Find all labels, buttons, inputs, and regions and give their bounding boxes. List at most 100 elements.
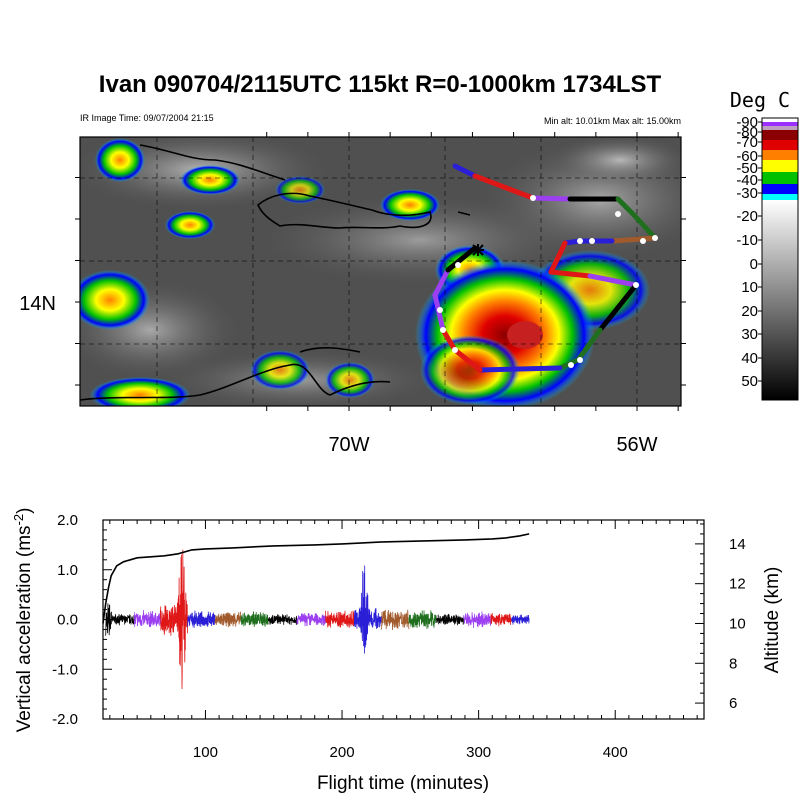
y-tick-label: -2.0: [52, 711, 78, 728]
chart-title: Ivan 090704/2115UTC 115kt R=0-1000km 173…: [99, 71, 662, 98]
y-axis-label: Vertical acceleration (ms-2): [11, 508, 36, 733]
colorbar-label: -60: [736, 148, 758, 165]
track-segment: [575, 327, 603, 363]
colorbar-label: -10: [736, 232, 758, 249]
track-segment: [472, 173, 536, 201]
acceleration-segment: [160, 549, 188, 690]
colorbar: -90-80-70-60-50-40-30 -20 -10 0 10 20 30 40 50: [736, 114, 799, 401]
y-tick-label: 2.0: [57, 512, 78, 529]
colorbar-label: -80: [736, 124, 758, 141]
dropsonde-point: [640, 238, 646, 244]
colorbar-label: 50: [741, 373, 758, 390]
colorbar-band: [762, 150, 798, 161]
acceleration-segment: [490, 612, 512, 627]
colorbar-label: -50: [736, 160, 758, 177]
y-tick-label: 0.0: [57, 612, 78, 629]
flight-track: [432, 163, 658, 373]
track-segment: [530, 195, 573, 202]
dropsonde-point: [577, 238, 583, 244]
dropsonde-point: [440, 327, 446, 333]
map-x-tick-label: 70W: [328, 434, 369, 456]
dropsonde-point: [455, 262, 461, 268]
track-segment: [452, 347, 483, 373]
colorbar-title: Deg C: [730, 88, 790, 112]
altitude-line: [102, 533, 530, 624]
colorbar-band: [762, 172, 798, 185]
x-tick-label: 400: [603, 744, 628, 761]
colorbar-label: 10: [741, 279, 758, 296]
acceleration-segment: [511, 614, 530, 625]
track-segment: [548, 240, 568, 275]
colorbar-band: [762, 130, 798, 141]
track-segment: [548, 269, 593, 279]
track-segment: [432, 267, 451, 298]
colorbar-band: [762, 140, 798, 151]
acceleration-segment: [240, 611, 269, 628]
y2-tick-label: 14: [729, 536, 746, 553]
dropsonde-point: [577, 357, 583, 363]
y2-tick-label: 6: [729, 695, 737, 712]
track-segment: [597, 282, 639, 333]
x-tick-label: 200: [330, 744, 355, 761]
colorbar-label: -30: [736, 185, 758, 202]
map-frame: [79, 136, 682, 407]
track-segment: [631, 212, 658, 241]
acceleration-segment: [267, 614, 298, 625]
y-tick-label: 1.0: [57, 562, 78, 579]
ir-satellite-map: [80, 137, 681, 406]
colorbar-gray-band: [762, 200, 798, 400]
acceleration-segment: [463, 611, 492, 629]
map-x-tick-label: 56W: [616, 434, 657, 456]
acceleration-segment: [325, 610, 355, 628]
dropsonde-point: [652, 235, 658, 241]
dropsonde-point: [615, 211, 621, 217]
colorbar-label: -90: [736, 114, 758, 131]
track-segment: [609, 235, 658, 244]
dropsonde-point: [589, 238, 595, 244]
colorbar-label: 40: [741, 350, 758, 367]
acceleration-segment: [381, 609, 410, 631]
acceleration-altitude-chart: 100 200 300 400 -2.0 -1.0 0.0 1.0 2.0 6 8 10 12 14: [52, 512, 746, 761]
colorbar-band: [762, 194, 798, 201]
colorbar-label: 0: [750, 256, 758, 273]
colorbar-band: [762, 122, 798, 127]
y2-tick-label: 10: [729, 615, 746, 632]
map-y-tick-label: 14N: [19, 293, 56, 315]
colorbar-label: -40: [736, 172, 758, 189]
acceleration-segment: [214, 611, 242, 628]
track-segment: [587, 273, 639, 288]
dropsonde-point: [452, 347, 458, 353]
dropsonde-point: [633, 282, 639, 288]
storm-center-icon: [472, 244, 484, 256]
ir-image-time: IR Image Time: 09/07/2004 21:15: [80, 113, 214, 123]
colorbar-band: [762, 184, 798, 195]
colorbar-band: [762, 118, 798, 123]
track-segment: [477, 365, 563, 373]
colorbar-label: 30: [741, 326, 758, 343]
track-segment: [440, 327, 458, 353]
acceleration-segment: [353, 565, 382, 654]
x-tick-label: 100: [193, 744, 218, 761]
dropsonde-point: [568, 362, 574, 368]
acceleration-segment: [296, 613, 326, 627]
x-axis-label: Flight time (minutes): [317, 773, 489, 794]
dropsonde-point: [437, 307, 443, 313]
acceleration-segment: [187, 610, 216, 629]
acceleration-segment: [435, 613, 464, 626]
track-segment: [452, 163, 478, 179]
colorbar-band: [762, 160, 798, 173]
y2-tick-label: 8: [729, 655, 737, 672]
colorbar-label: -70: [736, 134, 758, 151]
acceleration-segment: [134, 610, 161, 628]
y2-tick-label: 12: [729, 576, 746, 593]
y-tick-label: -1.0: [52, 661, 78, 678]
x-tick-label: 300: [466, 744, 491, 761]
colorbar-label: 20: [741, 303, 758, 320]
acceleration-segment: [408, 610, 437, 629]
dropsonde-point: [530, 195, 536, 201]
y2-axis-label: Altitude (km): [762, 567, 783, 674]
altitude-range: Min alt: 10.01km Max alt: 15.00km: [544, 116, 681, 126]
colorbar-frame: [761, 117, 799, 401]
colorbar-label: -20: [736, 208, 758, 225]
